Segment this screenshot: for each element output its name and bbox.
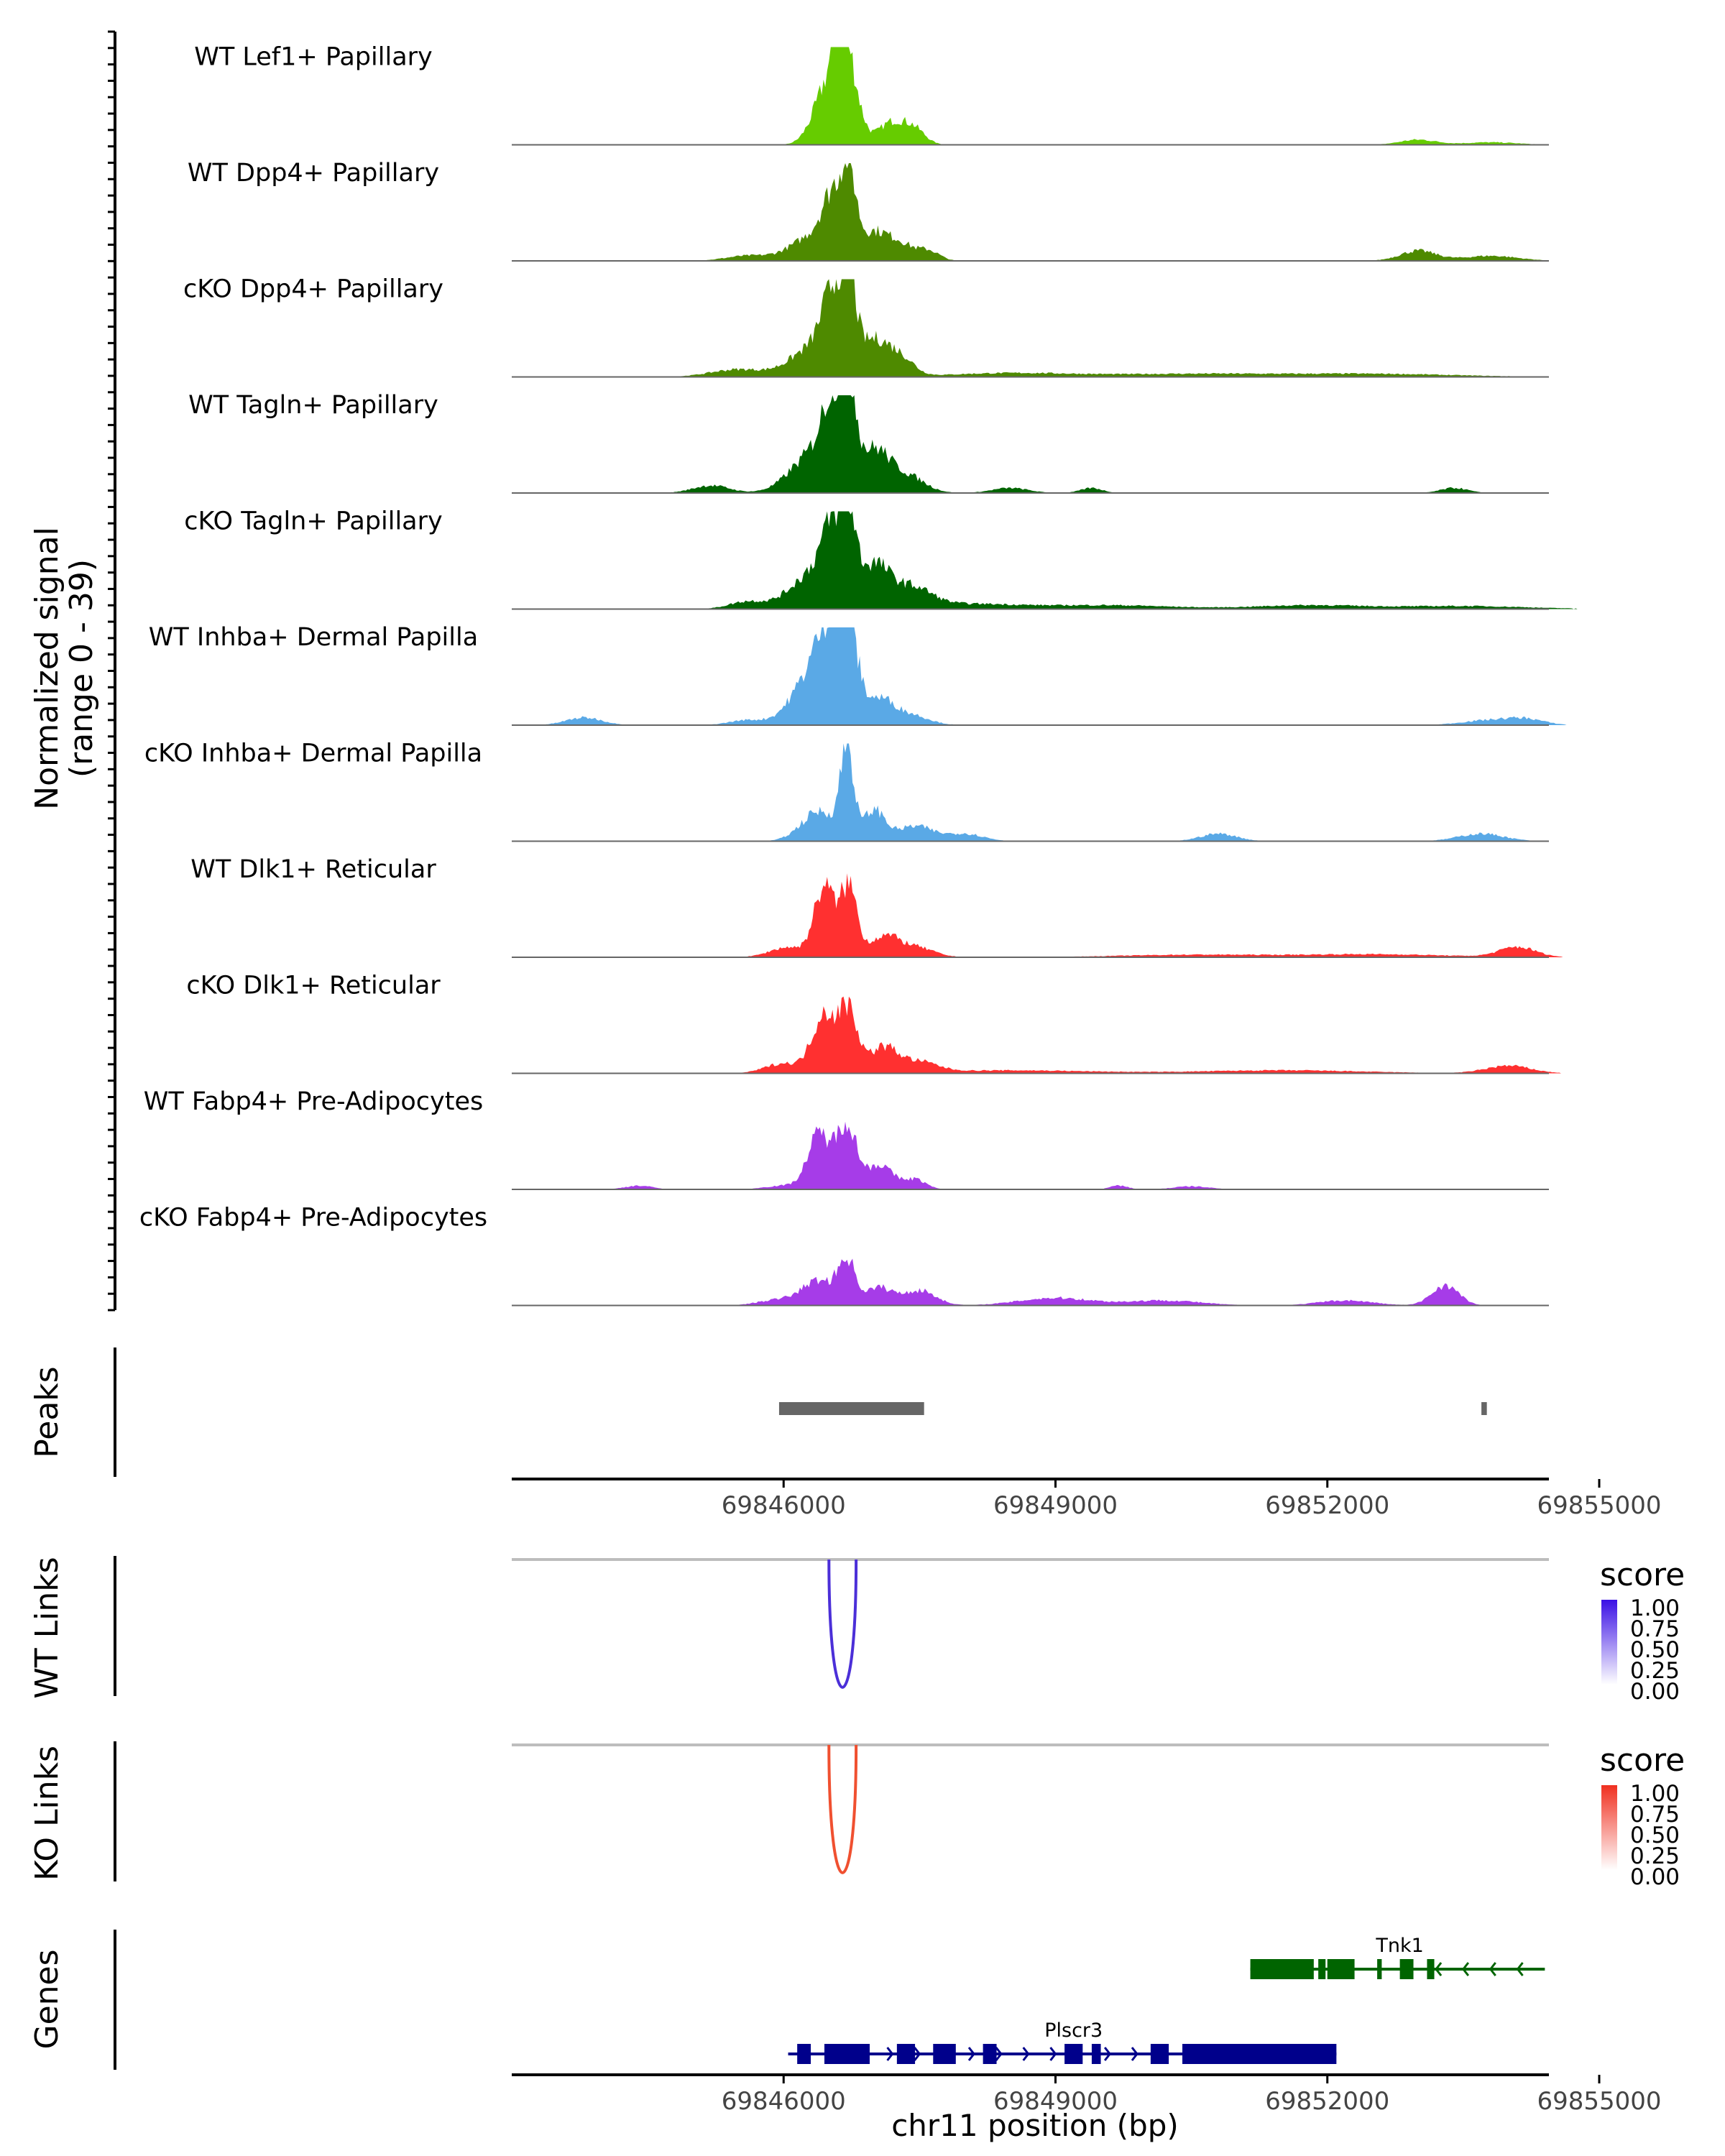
coverage-y-axis-title: Normalized signal [29, 527, 65, 810]
strand-arrow [995, 2047, 1003, 2061]
coverage-area [512, 743, 1599, 842]
gene-exon [983, 2044, 997, 2064]
x-tick-label: 69855000 [1537, 2087, 1661, 2116]
gene-tnk1: Tnk1 [1250, 1935, 1545, 1979]
genes-panel: Genes Tnk1 Plscr3 69846000 69849000 69852000 6… [29, 1930, 1662, 2116]
legend-tick-label: 1.00 [1630, 1781, 1680, 1807]
strand-arrow [886, 2047, 894, 2061]
track-label: WT Fabp4+ Pre-Adipocytes [144, 1087, 483, 1116]
coverage-area [512, 511, 1599, 609]
strand-arrow [1489, 1962, 1496, 1976]
coverage-panel: Normalized signal(range 0 - 39) WT Lef1+ … [29, 30, 1599, 1312]
genes-track-title: Genes [29, 1949, 65, 2049]
legend-colorbar [1601, 1785, 1617, 1870]
track-label: WT Tagln+ Papillary [188, 391, 438, 420]
gene-exon [1427, 1959, 1435, 1979]
gene-name-label: Plscr3 [1044, 2019, 1103, 2042]
peak-region [1481, 1402, 1487, 1415]
link-arc [827, 1559, 858, 1689]
coverage-area [512, 47, 1599, 145]
strand-arrow [914, 2047, 921, 2061]
strand-arrow [1516, 1962, 1524, 1976]
gene-exon [1318, 1959, 1326, 1979]
links-track-title: KO Links [29, 1746, 65, 1881]
gene-exon [1250, 1959, 1314, 1979]
legend-tick-label: 0.00 [1630, 1679, 1680, 1705]
legend-tick-label: 0.50 [1630, 1823, 1680, 1848]
gene-exon [1377, 1959, 1382, 1979]
coverage-area [512, 996, 1599, 1074]
peak-region [778, 1402, 924, 1415]
legend-tick-label: 0.25 [1630, 1658, 1680, 1684]
gene-exon [797, 2044, 811, 2064]
coverage-area [512, 1121, 1599, 1189]
coverage-area [512, 279, 1599, 377]
coverage-area [512, 163, 1599, 261]
gene-exon [1064, 2044, 1083, 2064]
x-axis-title: chr11 position (bp) [891, 2108, 1179, 2143]
track-label: cKO Tagln+ Papillary [184, 507, 443, 536]
gene-name-label: Tnk1 [1375, 1935, 1423, 1957]
strand-arrow [1131, 2047, 1138, 2061]
track-label: cKO Fabp4+ Pre-Adipocytes [139, 1204, 487, 1233]
x-tick-label: 69852000 [1265, 2087, 1389, 2116]
strand-arrow [967, 2047, 975, 2061]
coverage-y-axis-title-range: (range 0 - 39) [63, 559, 100, 778]
legend-tick-label: 0.25 [1630, 1843, 1680, 1869]
gene-exon [1182, 2044, 1337, 2064]
peaks-track-title: Peaks [29, 1366, 65, 1457]
x-tick-label: 69852000 [1265, 1491, 1389, 1520]
legend-colorbar [1601, 1600, 1617, 1685]
links-track-title: WT Links [29, 1557, 65, 1698]
track-label: WT Inhba+ Dermal Papilla [149, 623, 478, 652]
x-tick-label: 69855000 [1537, 1491, 1661, 1520]
legend-tick-label: 0.75 [1630, 1616, 1680, 1642]
legend-tick-label: 0.50 [1630, 1637, 1680, 1663]
x-tick-label: 69849000 [993, 2087, 1118, 2116]
gene-plscr3: Plscr3 [788, 2019, 1337, 2064]
strand-arrow [1049, 2047, 1057, 2061]
track-label: cKO Dlk1+ Reticular [186, 972, 441, 1000]
coverage-area [512, 873, 1599, 957]
gene-exon [1150, 2044, 1169, 2064]
track-label: cKO Inhba+ Dermal Papilla [144, 740, 482, 768]
link-arc [827, 1744, 858, 1874]
gene-exon [1327, 1959, 1355, 1979]
strand-arrow [1022, 2047, 1030, 2061]
x-tick-label: 69849000 [993, 1491, 1118, 1520]
strand-arrow [1461, 1962, 1470, 1976]
strand-arrow [1435, 1962, 1443, 1976]
gene-exon [824, 2044, 870, 2064]
coverage-area [512, 627, 1599, 725]
track-label: WT Lef1+ Papillary [194, 43, 433, 72]
gene-exon [1399, 1959, 1414, 1979]
track-label: cKO Dpp4+ Papillary [183, 275, 443, 304]
coverage-area [512, 1258, 1599, 1306]
legend-tick-label: 0.00 [1630, 1864, 1680, 1890]
gene-exon [1091, 2044, 1101, 2064]
gene-exon [896, 2044, 916, 2064]
legend-tick-label: 0.75 [1630, 1802, 1680, 1828]
coverage-area [512, 395, 1599, 493]
peaks-panel: Peaks 69846000 69849000 69852000 69855000 [29, 1348, 1662, 1520]
strand-arrow [1103, 2047, 1112, 2061]
track-label: WT Dlk1+ Reticular [190, 855, 436, 884]
x-tick-label: 69846000 [722, 1491, 846, 1520]
gene-exon [933, 2044, 956, 2064]
track-label: WT Dpp4+ Papillary [188, 159, 439, 188]
legend-title: score [1600, 1557, 1685, 1593]
legend-title: score [1600, 1742, 1685, 1779]
x-tick-label: 69846000 [722, 2087, 846, 2116]
legend-tick-label: 1.00 [1630, 1595, 1680, 1621]
